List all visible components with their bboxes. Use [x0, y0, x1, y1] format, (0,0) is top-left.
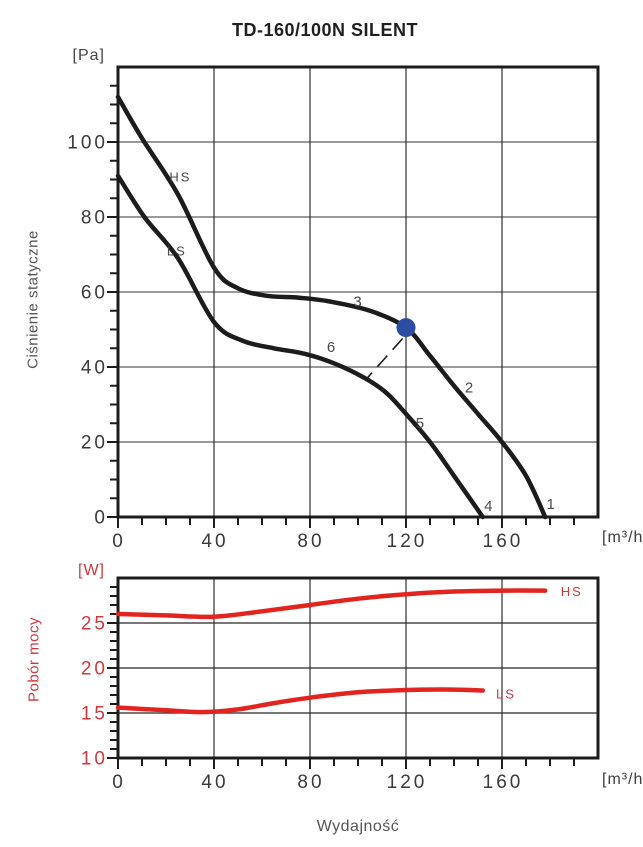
- x-tick-label: 80: [297, 772, 324, 793]
- curve-label-ls: LS: [167, 243, 187, 258]
- curve-label-3: 3: [353, 293, 362, 310]
- power-consumption-chart: 10 15 20 25 0 40 80 120 160 HS LS: [81, 576, 600, 793]
- y-tick-label: 25: [81, 614, 108, 635]
- x-tick-label: 0: [112, 531, 126, 552]
- curve-label-4: 4: [484, 498, 493, 515]
- flow-axis-title: Wydajność: [316, 818, 400, 835]
- x-tick-label: 160: [483, 531, 524, 552]
- y-tick-label: 60: [81, 283, 108, 304]
- figure-title: TD-160/100N SILENT: [231, 20, 419, 40]
- x-tick-label: 0: [112, 772, 126, 793]
- operating-point-marker: [396, 318, 416, 338]
- y-tick-label: 15: [81, 704, 108, 725]
- plot-border: [116, 576, 600, 760]
- curve-label-hs: HS: [561, 584, 583, 599]
- y-tick-label: 100: [67, 133, 108, 154]
- flow-unit-label-bottom: [m³/h]: [602, 771, 643, 788]
- curve-label-1: 1: [547, 496, 556, 513]
- x-tick-label: 120: [387, 531, 428, 552]
- x-tick-label: 120: [387, 772, 428, 793]
- x-tick-label: 40: [201, 531, 228, 552]
- y-tick-label: 20: [81, 433, 108, 454]
- hs-curve: [115, 94, 548, 520]
- flow-unit-label-top: [m³/h]: [602, 529, 643, 546]
- y-tick-label: 10: [81, 749, 108, 770]
- static-pressure-chart: 0 20 40 60 80 100 0 40 80 120 160 HS LS 3 6 2 5 4 1: [67, 65, 600, 552]
- curve-label-2: 2: [465, 380, 474, 397]
- y-tick-label: 0: [94, 508, 108, 529]
- y-tick-label: 40: [81, 358, 108, 379]
- curve-label-5: 5: [416, 415, 425, 432]
- hs-curve: [115, 588, 548, 620]
- curve-label-hs: HS: [169, 169, 191, 184]
- y-tick-label: 80: [81, 208, 108, 229]
- x-tick-label: 40: [201, 772, 228, 793]
- ls-curve: [115, 173, 486, 520]
- plot-border: [116, 65, 600, 519]
- x-tick-label: 80: [297, 531, 324, 552]
- pressure-unit-label: [Pa]: [72, 47, 105, 64]
- curve-label-ls: LS: [496, 687, 516, 702]
- power-unit-label: [W]: [78, 562, 105, 579]
- operating-point-leader-line: [365, 337, 404, 381]
- curve-label-6: 6: [327, 339, 336, 356]
- x-tick-label: 160: [483, 772, 524, 793]
- y-tick-label: 20: [81, 659, 108, 680]
- ls-curve: [115, 687, 486, 715]
